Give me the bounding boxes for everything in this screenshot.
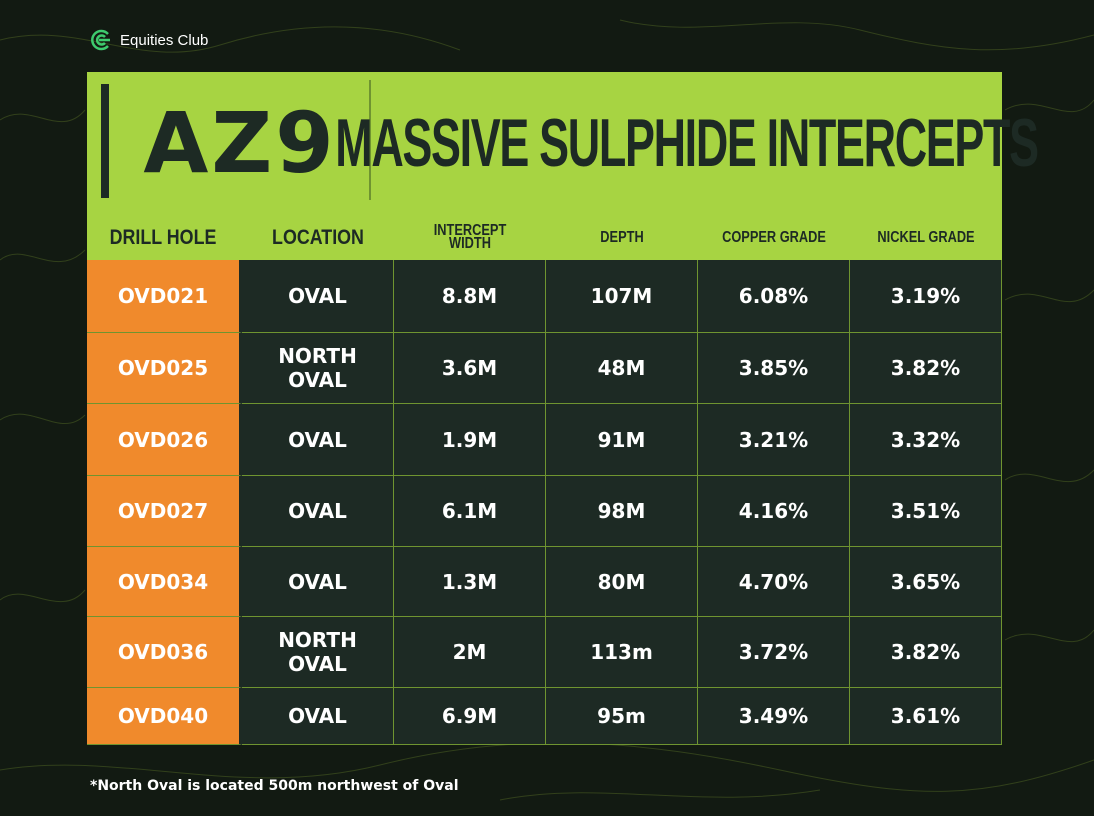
table-header-banner: AZ9 MASSIVE SULPHIDE INTERCEPTS [87, 72, 1039, 216]
copper-grade-cell: 6.08% [698, 260, 850, 333]
intercept-width-cell: 6.1M [394, 476, 546, 547]
copper-grade-cell: 4.16% [698, 476, 850, 547]
depth-cell: 48M [546, 333, 698, 404]
brand-name: Equities Club [120, 31, 209, 49]
depth-cell: 98M [546, 476, 698, 547]
page-title: MASSIVE SULPHIDE INTERCEPTS [335, 105, 1039, 181]
location-cell: OVAL [242, 260, 394, 333]
column-header-location: LOCATION [272, 225, 364, 249]
results-table: OVD021 OVAL 8.8M 107M 6.08% 3.19% OVD025… [87, 260, 1002, 745]
column-header-copper-grade: COPPER GRADE [722, 228, 826, 246]
depth-cell: 91M [546, 404, 698, 476]
intercept-width-cell: 3.6M [394, 333, 546, 404]
intercept-width-cell: 6.9M [394, 688, 546, 745]
column-header-depth: DEPTH [600, 228, 644, 246]
location-cell: OVAL [242, 688, 394, 745]
copper-grade-cell: 3.21% [698, 404, 850, 476]
depth-cell: 80M [546, 547, 698, 617]
nickel-grade-cell: 3.65% [850, 547, 1002, 617]
table-row: OVD027 OVAL 6.1M 98M 4.16% 3.51% [87, 476, 1002, 547]
table-row: OVD040 OVAL 6.9M 95m 3.49% 3.61% [87, 688, 1002, 745]
table-row: OVD026 OVAL 1.9M 91M 3.21% 3.32% [87, 404, 1002, 476]
table-row: OVD036 NORTH OVAL 2M 113m 3.72% 3.82% [87, 617, 1002, 688]
location-cell: OVAL [242, 476, 394, 547]
drill-hole-cell: OVD025 [87, 333, 242, 404]
depth-cell: 107M [546, 260, 698, 333]
intercept-width-cell: 8.8M [394, 260, 546, 333]
column-header-intercept-width: INTERCEPT WIDTH [433, 222, 507, 252]
table-row: OVD034 OVAL 1.3M 80M 4.70% 3.65% [87, 547, 1002, 617]
column-headers: DRILL HOLE LOCATION INTERCEPT WIDTH DEPT… [87, 214, 1002, 260]
intercept-width-cell: 1.3M [394, 547, 546, 617]
location-cell: OVAL [242, 547, 394, 617]
brand: Equities Club [90, 28, 208, 52]
intercept-width-cell: 1.9M [394, 404, 546, 476]
table-row: OVD025 NORTH OVAL 3.6M 48M 3.85% 3.82% [87, 333, 1002, 404]
intercept-width-cell: 2M [394, 617, 546, 688]
nickel-grade-cell: 3.61% [850, 688, 1002, 745]
nickel-grade-cell: 3.82% [850, 333, 1002, 404]
copper-grade-cell: 4.70% [698, 547, 850, 617]
location-cell: OVAL [242, 404, 394, 476]
drill-hole-cell: OVD040 [87, 688, 242, 745]
nickel-grade-cell: 3.82% [850, 617, 1002, 688]
table-row: OVD021 OVAL 8.8M 107M 6.08% 3.19% [87, 260, 1002, 333]
copper-grade-cell: 3.49% [698, 688, 850, 745]
copper-grade-cell: 3.72% [698, 617, 850, 688]
nickel-grade-cell: 3.19% [850, 260, 1002, 333]
footnote: *North Oval is located 500m northwest of… [90, 778, 459, 794]
column-header-nickel-grade: NICKEL GRADE [877, 228, 975, 246]
header-divider [369, 80, 371, 200]
depth-cell: 95m [546, 688, 698, 745]
drill-hole-cell: OVD021 [87, 260, 242, 333]
drill-hole-cell: OVD036 [87, 617, 242, 688]
nickel-grade-cell: 3.51% [850, 476, 1002, 547]
column-header-drill-hole: DRILL HOLE [109, 225, 217, 249]
drill-hole-cell: OVD034 [87, 547, 242, 617]
drill-hole-cell: OVD027 [87, 476, 242, 547]
header-accent-bar [101, 84, 109, 198]
equities-club-logo-icon [91, 29, 110, 51]
location-cell: NORTH OVAL [242, 333, 394, 404]
results-table-card: AZ9 MASSIVE SULPHIDE INTERCEPTS DRILL HO… [87, 72, 1039, 745]
nickel-grade-cell: 3.32% [850, 404, 1002, 476]
drill-hole-cell: OVD026 [87, 404, 242, 476]
depth-cell: 113m [546, 617, 698, 688]
copper-grade-cell: 3.85% [698, 333, 850, 404]
project-code: AZ9 [143, 94, 337, 192]
location-cell: NORTH OVAL [242, 617, 394, 688]
